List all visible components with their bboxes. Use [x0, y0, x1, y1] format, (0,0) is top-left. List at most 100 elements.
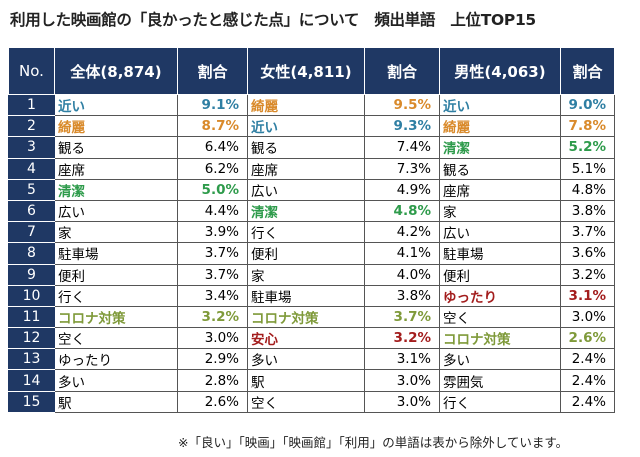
all-ratio: 3.0% [177, 327, 248, 350]
male-ratio: 9.0% [560, 93, 615, 117]
all-word: 家 [54, 221, 178, 244]
rank-number: 11 [8, 305, 55, 329]
all-ratio: 3.9% [177, 221, 248, 244]
header-ratio: 割合 [177, 48, 248, 95]
female-ratio: 3.0% [364, 390, 440, 413]
all-ratio: 3.2% [177, 305, 248, 329]
all-ratio: 2.6% [177, 390, 248, 413]
all-ratio: 3.7% [177, 263, 248, 286]
female-word: 広い [247, 178, 365, 201]
female-ratio: 3.1% [364, 348, 440, 371]
female-word: 観る [247, 136, 365, 159]
page-title: 利用した映画館の「良かったと感じた点」について 頻出単語 上位TOP15 [10, 11, 536, 29]
male-word: 駐車場 [439, 242, 561, 265]
header-no: No. [8, 48, 55, 95]
footnote: ※「良い」「映画」「映画館」「利用」の単語は表から除外しています。 [178, 435, 569, 450]
ranking-table: No. 全体(8,874) 割合 女性(4,811) 割合 男性(4,063) … [8, 48, 615, 413]
table-row: 14 多い 2.8% 駅 3.0% 雰囲気 2.4% [8, 369, 615, 392]
table-row: 8 駐車場 3.7% 便利 4.1% 駐車場 3.6% [8, 242, 615, 265]
male-ratio: 3.7% [560, 221, 615, 244]
male-word: 座席 [439, 178, 561, 201]
rank-number: 2 [8, 115, 55, 138]
table-row: 9 便利 3.7% 家 4.0% 便利 3.2% [8, 263, 615, 286]
all-word: 空く [54, 327, 178, 350]
female-word: 駅 [247, 369, 365, 392]
rank-number: 10 [8, 284, 55, 307]
rank-number: 1 [8, 93, 55, 117]
female-word: 行く [247, 221, 365, 244]
male-word: 近い [439, 93, 561, 117]
male-ratio: 5.1% [560, 157, 615, 180]
female-word: 近い [247, 115, 365, 138]
all-ratio: 6.4% [177, 136, 248, 159]
female-word: 安心 [247, 327, 365, 350]
header-ratio: 割合 [364, 48, 440, 95]
rank-number: 13 [8, 348, 55, 371]
all-ratio: 3.7% [177, 242, 248, 265]
male-word: 清潔 [439, 136, 561, 159]
male-word: ゆったり [439, 284, 561, 307]
rank-number: 14 [8, 369, 55, 392]
male-word: 雰囲気 [439, 369, 561, 392]
header-male: 男性(4,063) [439, 48, 561, 95]
all-ratio: 2.9% [177, 348, 248, 371]
rank-number: 8 [8, 242, 55, 265]
male-ratio: 3.6% [560, 242, 615, 265]
header-row: No. 全体(8,874) 割合 女性(4,811) 割合 男性(4,063) … [8, 48, 615, 95]
table-row: 11 コロナ対策 3.2% コロナ対策 3.7% 空く 3.0% [8, 305, 615, 329]
all-ratio: 3.4% [177, 284, 248, 307]
male-word: 行く [439, 390, 561, 413]
male-word: 多い [439, 348, 561, 371]
table-row: 5 清潔 5.0% 広い 4.9% 座席 4.8% [8, 178, 615, 201]
male-ratio: 3.1% [560, 284, 615, 307]
female-word: コロナ対策 [247, 305, 365, 329]
all-ratio: 9.1% [177, 93, 248, 117]
male-ratio: 4.8% [560, 178, 615, 201]
table-row: 10 行く 3.4% 駐車場 3.8% ゆったり 3.1% [8, 284, 615, 307]
rank-number: 9 [8, 263, 55, 286]
all-word: 近い [54, 93, 178, 117]
all-word: 多い [54, 369, 178, 392]
female-ratio: 4.9% [364, 178, 440, 201]
all-ratio: 8.7% [177, 115, 248, 138]
all-ratio: 6.2% [177, 157, 248, 180]
female-ratio: 4.8% [364, 199, 440, 223]
rank-number: 15 [8, 390, 55, 413]
table-row: 4 座席 6.2% 座席 7.3% 観る 5.1% [8, 157, 615, 180]
male-word: コロナ対策 [439, 327, 561, 350]
all-ratio: 4.4% [177, 199, 248, 223]
male-word: 綺麗 [439, 115, 561, 138]
male-ratio: 2.4% [560, 348, 615, 371]
all-ratio: 2.8% [177, 369, 248, 392]
header-all: 全体(8,874) [54, 48, 178, 95]
female-ratio: 3.0% [364, 369, 440, 392]
male-ratio: 2.4% [560, 390, 615, 413]
all-word: 駐車場 [54, 242, 178, 265]
all-word: 綺麗 [54, 115, 178, 138]
all-word: 清潔 [54, 178, 178, 201]
female-word: 家 [247, 263, 365, 286]
male-ratio: 3.2% [560, 263, 615, 286]
all-word: 行く [54, 284, 178, 307]
male-word: 便利 [439, 263, 561, 286]
female-ratio: 4.2% [364, 221, 440, 244]
male-ratio: 7.8% [560, 115, 615, 138]
female-word: 多い [247, 348, 365, 371]
rank-number: 12 [8, 327, 55, 350]
female-ratio: 3.7% [364, 305, 440, 329]
all-word: ゆったり [54, 348, 178, 371]
rank-number: 5 [8, 178, 55, 201]
header-female: 女性(4,811) [247, 48, 365, 95]
female-ratio: 7.4% [364, 136, 440, 159]
all-ratio: 5.0% [177, 178, 248, 201]
female-word: 便利 [247, 242, 365, 265]
female-ratio: 7.3% [364, 157, 440, 180]
rank-number: 6 [8, 199, 55, 223]
female-word: 駐車場 [247, 284, 365, 307]
male-word: 観る [439, 157, 561, 180]
female-ratio: 9.3% [364, 115, 440, 138]
table-row: 7 家 3.9% 行く 4.2% 広い 3.7% [8, 221, 615, 244]
all-word: 便利 [54, 263, 178, 286]
table-row: 3 観る 6.4% 観る 7.4% 清潔 5.2% [8, 136, 615, 159]
female-word: 空く [247, 390, 365, 413]
